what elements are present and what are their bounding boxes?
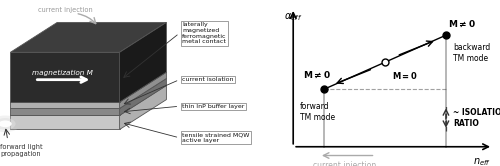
Text: $\alpha_{eff}$: $\alpha_{eff}$	[284, 11, 302, 23]
Polygon shape	[10, 22, 166, 52]
Polygon shape	[120, 72, 166, 108]
Ellipse shape	[0, 116, 21, 132]
Text: $\mathbf{M = 0}$: $\mathbf{M = 0}$	[392, 70, 418, 81]
Text: tensile strained MQW
active layer: tensile strained MQW active layer	[182, 132, 250, 143]
Polygon shape	[10, 108, 120, 115]
Text: current isolation: current isolation	[182, 77, 234, 82]
Text: current injection: current injection	[38, 7, 92, 13]
Polygon shape	[10, 79, 166, 108]
Text: $\mathbf{M \neq 0}$: $\mathbf{M \neq 0}$	[303, 69, 330, 80]
Polygon shape	[120, 79, 166, 115]
Text: ~ ISOLATION
RATIO: ~ ISOLATION RATIO	[453, 108, 500, 128]
Polygon shape	[10, 115, 120, 129]
Ellipse shape	[0, 121, 12, 127]
Polygon shape	[10, 52, 120, 102]
Text: thin InP buffer layer: thin InP buffer layer	[182, 104, 244, 109]
Polygon shape	[10, 102, 120, 108]
Text: magnetization M: magnetization M	[32, 70, 94, 76]
Ellipse shape	[0, 118, 16, 130]
Text: $\mathbf{M \neq 0}$: $\mathbf{M \neq 0}$	[448, 18, 476, 29]
Text: $n_{eff}$: $n_{eff}$	[472, 156, 490, 166]
Text: backward
TM mode: backward TM mode	[453, 43, 490, 63]
Text: laterally
magnetized
ferromagnetic
metal contact: laterally magnetized ferromagnetic metal…	[182, 22, 226, 44]
Text: current injection: current injection	[314, 161, 376, 166]
Text: forward
TM mode: forward TM mode	[300, 102, 336, 122]
Polygon shape	[120, 22, 166, 102]
Polygon shape	[10, 72, 166, 102]
Polygon shape	[120, 85, 166, 129]
Polygon shape	[10, 85, 166, 115]
Text: forward light
propagation: forward light propagation	[0, 144, 42, 157]
